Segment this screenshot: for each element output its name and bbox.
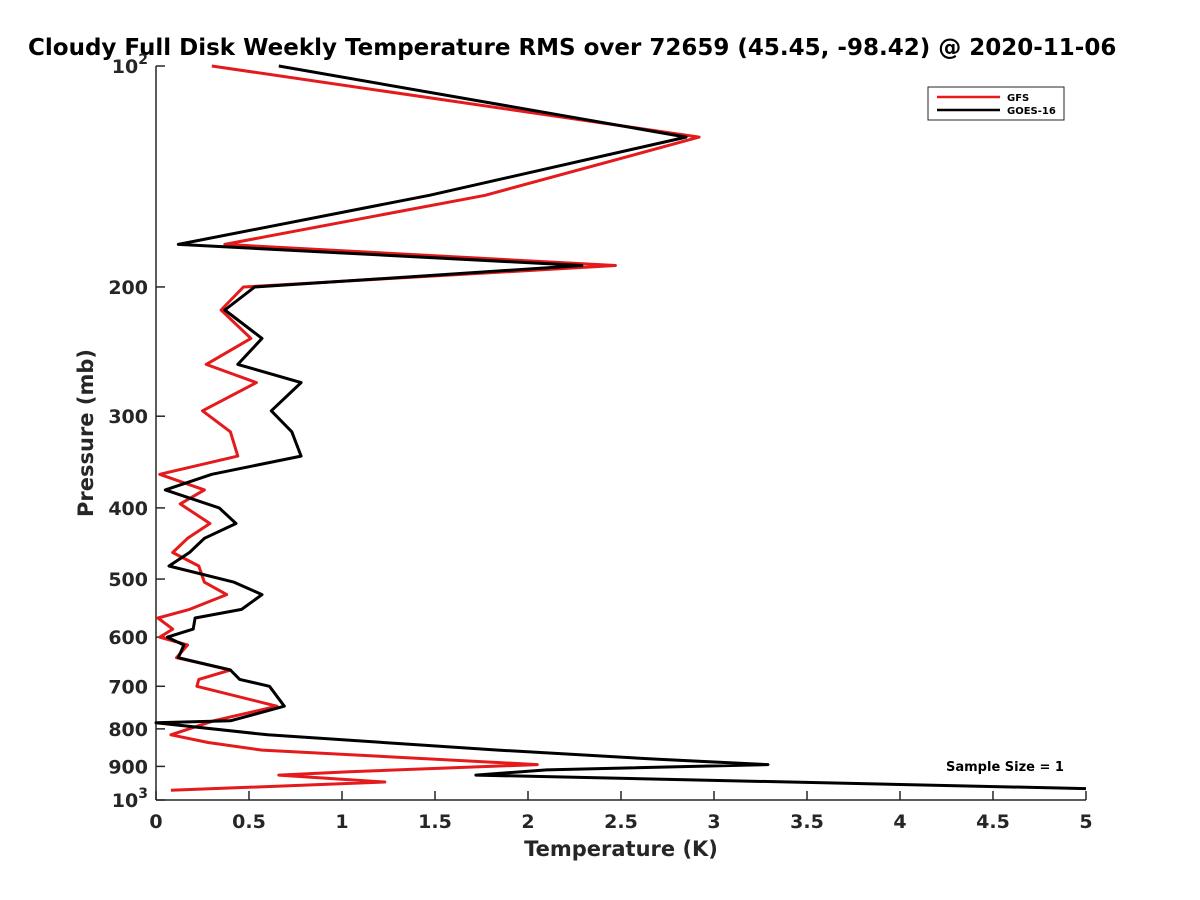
y-tick-label: 900 [108,756,148,778]
x-tick-label: 4 [893,811,906,833]
y-tick-base: 10 [112,56,138,78]
y-tick-label: 200 [108,277,148,299]
x-axis-label: Temperature (K) [524,837,718,861]
x-tick-label: 3.5 [790,811,824,833]
y-tick-base: 10 [112,790,138,812]
series-lines [154,64,1087,792]
x-tick-label: 4.5 [976,811,1010,833]
x-tick-label: 1 [335,811,348,833]
x-tick-label: 2.5 [604,811,638,833]
y-tick-label: 700 [108,676,148,698]
y-tick-exponent: 3 [138,786,148,802]
chart-title: Cloudy Full Disk Weekly Temperature RMS … [28,35,1116,61]
y-tick-label: 800 [108,719,148,741]
y-axis-label: Pressure (mb) [74,349,98,517]
x-tick-label: 1.5 [418,811,452,833]
series-line-gfs [156,64,701,792]
legend-box [927,86,1065,121]
y-tick-label: 102 [112,52,148,78]
x-tick-label: 5 [1079,811,1092,833]
x-tick-label: 0 [149,811,162,833]
x-tick-label: 0.5 [232,811,266,833]
x-axis-ticks: 0 0.5 1 1.5 2 2.5 3 3.5 4 4.5 5 [149,791,1093,833]
y-tick-label: 300 [108,406,148,428]
y-tick-label: 600 [108,627,148,649]
legend-label-goes16: GOES-16 [1007,106,1056,117]
y-tick-label: 400 [108,498,148,520]
x-tick-label: 2 [521,811,534,833]
legend: GFS GOES-16 [927,86,1065,121]
y-tick-exponent: 2 [138,52,148,68]
plot-area: 0 0.5 1 1.5 2 2.5 3 3.5 4 4.5 5 102200300400500600… [108,52,1092,833]
series-line-goes-16 [154,64,1087,791]
y-tick-label: 103 [112,786,148,812]
x-tick-label: 3 [707,811,720,833]
sample-size-annotation: Sample Size = 1 [946,760,1064,775]
y-tick-label: 500 [108,569,148,591]
legend-label-gfs: GFS [1007,93,1029,104]
